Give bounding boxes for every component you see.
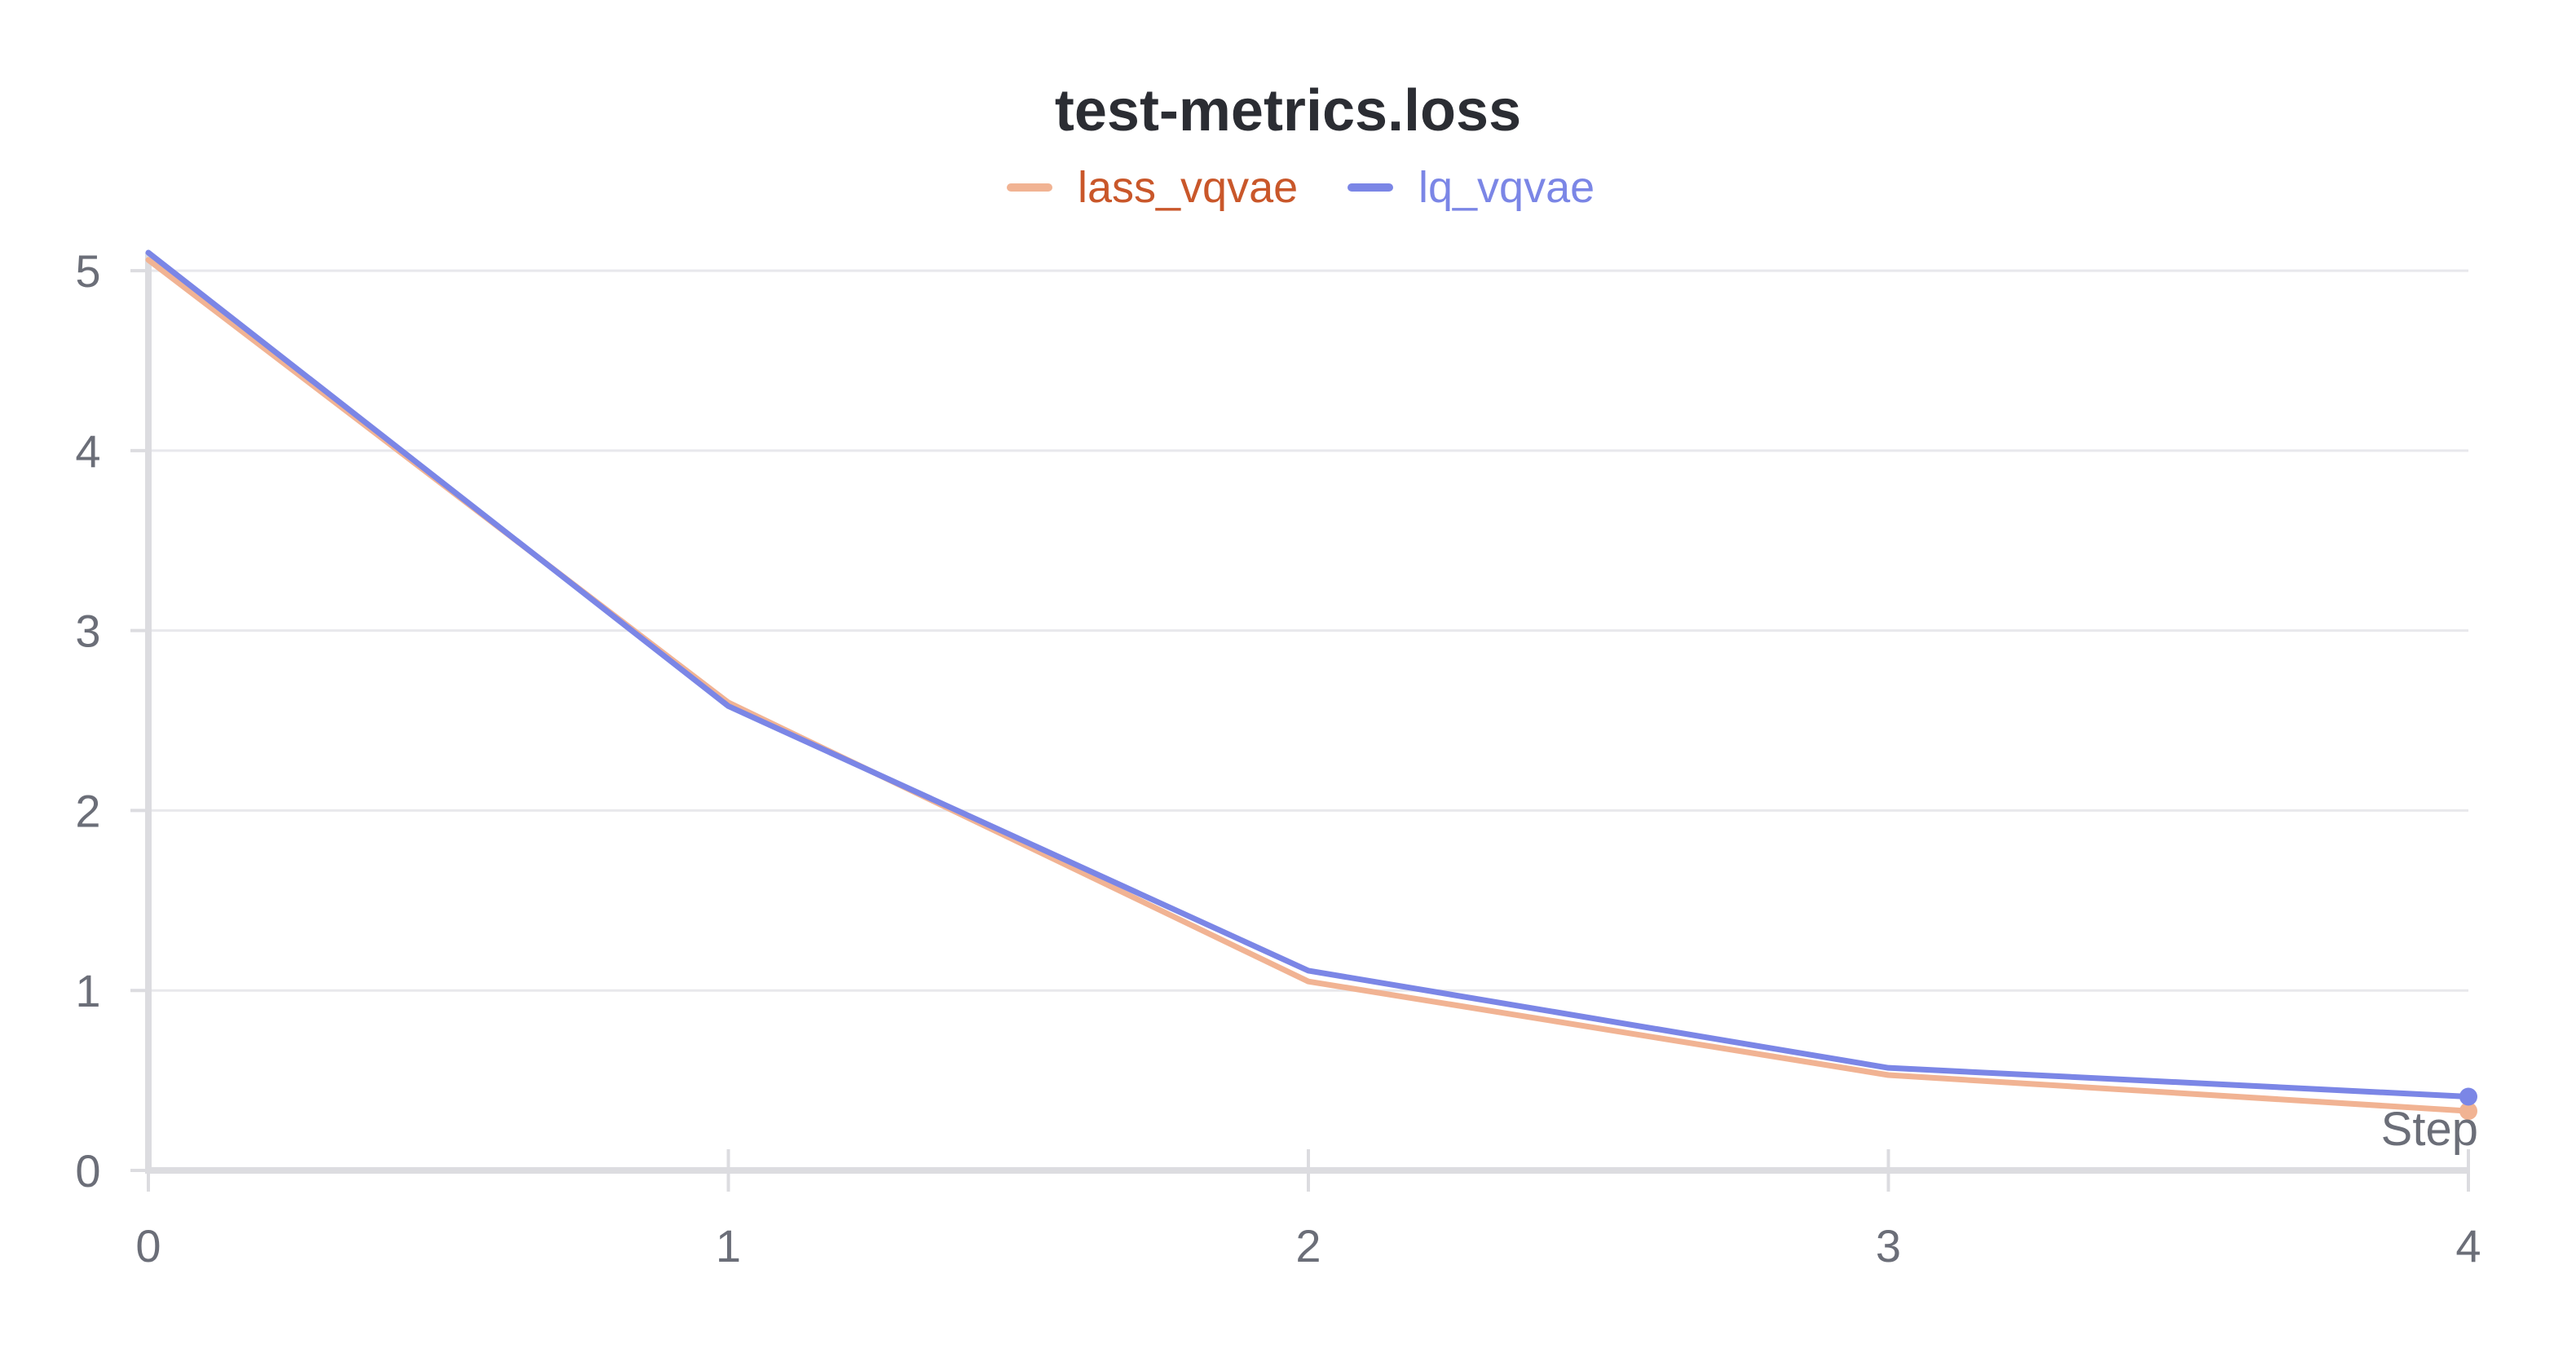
x-tick-label: 4 bbox=[2455, 1220, 2481, 1271]
y-tick-label: 0 bbox=[75, 1145, 100, 1197]
y-tick-label: 5 bbox=[75, 245, 100, 297]
legend-item-lq_vqvae[interactable]: lq_vqvae bbox=[1348, 163, 1595, 212]
x-tick-label: 2 bbox=[1295, 1220, 1321, 1271]
x-axis-ticks: 0 1 2 3 4 bbox=[135, 1149, 2481, 1271]
x-axis-title: Step bbox=[2381, 1103, 2478, 1156]
x-tick-label: 3 bbox=[1876, 1220, 1901, 1271]
legend-label: lass_vqvae bbox=[1078, 163, 1298, 212]
y-tick-label: 4 bbox=[75, 425, 100, 477]
series-line-lq_vqvae[interactable] bbox=[145, 249, 2472, 1100]
series-line-lass_vqvae[interactable] bbox=[145, 257, 2472, 1114]
x-tick-label: 0 bbox=[135, 1220, 161, 1271]
chart-title: test-metrics.loss bbox=[1055, 78, 1521, 143]
legend-label: lq_vqvae bbox=[1418, 163, 1595, 212]
y-tick-label: 3 bbox=[75, 606, 100, 657]
series-lines[interactable] bbox=[145, 249, 2477, 1121]
legend[interactable]: lass_vqvae lq_vqvae bbox=[1007, 163, 1595, 212]
x-tick-label: 1 bbox=[716, 1220, 741, 1271]
y-tick-label: 2 bbox=[75, 785, 100, 836]
legend-item-lass_vqvae[interactable]: lass_vqvae bbox=[1007, 163, 1298, 212]
series-end-point-lq_vqvae[interactable] bbox=[2459, 1087, 2477, 1106]
series-end-point-lass_vqvae[interactable] bbox=[2459, 1102, 2477, 1121]
y-tick-label: 1 bbox=[75, 965, 100, 1016]
y-axis-ticks: 0 1 2 3 4 5 bbox=[75, 245, 148, 1197]
grid-lines bbox=[148, 269, 2468, 992]
axes bbox=[145, 253, 2468, 1174]
